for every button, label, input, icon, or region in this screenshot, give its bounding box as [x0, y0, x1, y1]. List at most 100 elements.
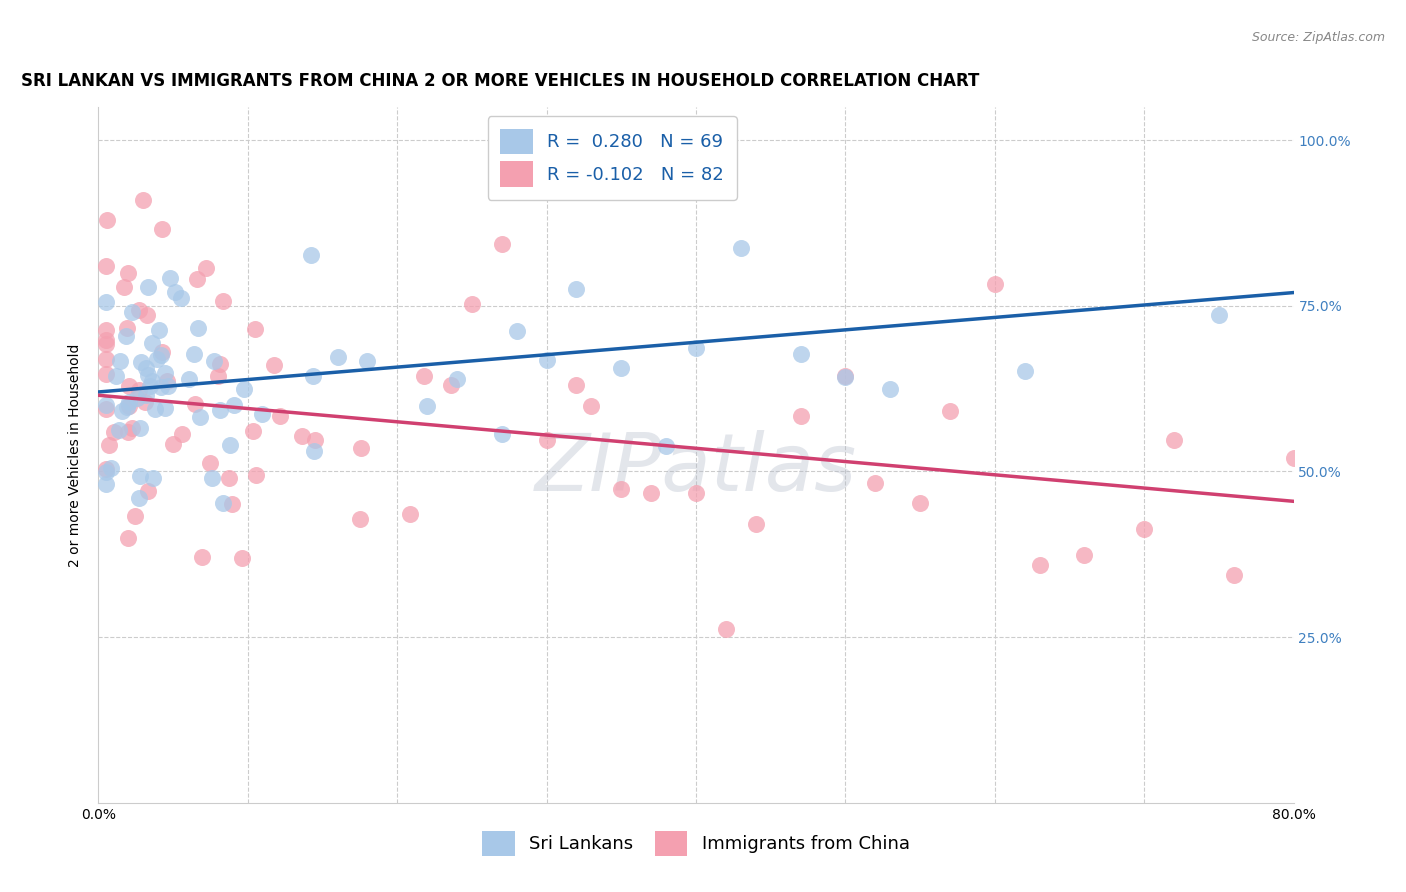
- Point: [188, 409, 211, 424]
- Point: [153, 401, 176, 415]
- Point: [250, 407, 273, 421]
- Point: [269, 409, 291, 423]
- Point: [150, 344, 173, 359]
- Point: [134, 395, 156, 409]
- Point: [103, 425, 125, 440]
- Point: [145, 351, 167, 366]
- Point: [143, 402, 166, 417]
- Legend: Sri Lankans, Immigrants from China: Sri Lankans, Immigrants from China: [475, 823, 917, 863]
- Point: [177, 372, 200, 386]
- Point: [730, 242, 752, 256]
- Point: [655, 439, 678, 453]
- Point: [94, 294, 117, 309]
- Point: [231, 550, 253, 565]
- Point: [105, 369, 128, 384]
- Point: [1282, 451, 1305, 466]
- Text: SRI LANKAN VS IMMIGRANTS FROM CHINA 2 OR MORE VEHICLES IN HOUSEHOLD CORRELATION : SRI LANKAN VS IMMIGRANTS FROM CHINA 2 OR…: [21, 72, 979, 90]
- Point: [581, 399, 603, 413]
- Point: [745, 516, 768, 531]
- Point: [170, 426, 193, 441]
- Point: [117, 425, 139, 440]
- Point: [162, 437, 184, 451]
- Point: [131, 354, 153, 368]
- Point: [349, 512, 371, 526]
- Point: [115, 328, 138, 343]
- Point: [136, 279, 159, 293]
- Point: [94, 323, 117, 337]
- Point: [224, 398, 246, 412]
- Point: [118, 395, 141, 409]
- Point: [328, 351, 350, 365]
- Point: [132, 193, 155, 207]
- Point: [565, 378, 588, 392]
- Point: [112, 280, 135, 294]
- Point: [834, 369, 856, 384]
- Point: [302, 369, 325, 384]
- Point: [304, 434, 326, 448]
- Point: [115, 321, 138, 335]
- Point: [714, 623, 737, 637]
- Point: [350, 442, 373, 456]
- Point: [94, 462, 117, 476]
- Point: [198, 456, 221, 470]
- Point: [218, 438, 240, 452]
- Point: [117, 266, 139, 280]
- Point: [194, 260, 217, 275]
- Point: [291, 429, 314, 443]
- Point: [100, 460, 122, 475]
- Point: [149, 348, 172, 362]
- Point: [183, 347, 205, 361]
- Point: [118, 379, 141, 393]
- Point: [128, 383, 150, 397]
- Point: [128, 421, 150, 435]
- Point: [1208, 308, 1230, 322]
- Point: [124, 508, 146, 523]
- Point: [127, 391, 149, 405]
- Point: [865, 476, 887, 491]
- Point: [685, 341, 707, 355]
- Point: [108, 353, 131, 368]
- Point: [413, 369, 436, 384]
- Point: [98, 438, 121, 452]
- Point: [94, 367, 117, 381]
- Point: [211, 293, 233, 308]
- Point: [440, 377, 463, 392]
- Point: [243, 322, 266, 336]
- Point: [94, 477, 117, 491]
- Point: [233, 382, 256, 396]
- Point: [156, 379, 179, 393]
- Point: [163, 285, 186, 299]
- Point: [879, 383, 901, 397]
- Point: [356, 354, 378, 368]
- Point: [148, 323, 170, 337]
- Point: [211, 496, 233, 510]
- Y-axis label: 2 or more Vehicles in Household: 2 or more Vehicles in Household: [69, 343, 83, 566]
- Point: [1073, 548, 1095, 562]
- Point: [156, 374, 179, 388]
- Point: [1014, 363, 1036, 377]
- Point: [121, 421, 143, 435]
- Point: [221, 497, 243, 511]
- Point: [1357, 567, 1379, 582]
- Point: [135, 360, 157, 375]
- Point: [202, 353, 225, 368]
- Point: [302, 444, 325, 458]
- Point: [610, 361, 633, 376]
- Point: [135, 388, 157, 402]
- Point: [136, 308, 159, 322]
- Point: [908, 496, 931, 510]
- Point: [536, 434, 558, 448]
- Point: [142, 471, 165, 485]
- Point: [610, 482, 633, 496]
- Point: [201, 471, 224, 485]
- Text: ZIPatlas: ZIPatlas: [534, 430, 858, 508]
- Point: [170, 291, 193, 305]
- Point: [186, 321, 208, 335]
- Point: [208, 402, 231, 417]
- Point: [94, 465, 117, 479]
- Point: [245, 468, 267, 483]
- Point: [152, 222, 174, 236]
- Point: [149, 380, 172, 394]
- Point: [1223, 568, 1246, 582]
- Point: [94, 352, 117, 367]
